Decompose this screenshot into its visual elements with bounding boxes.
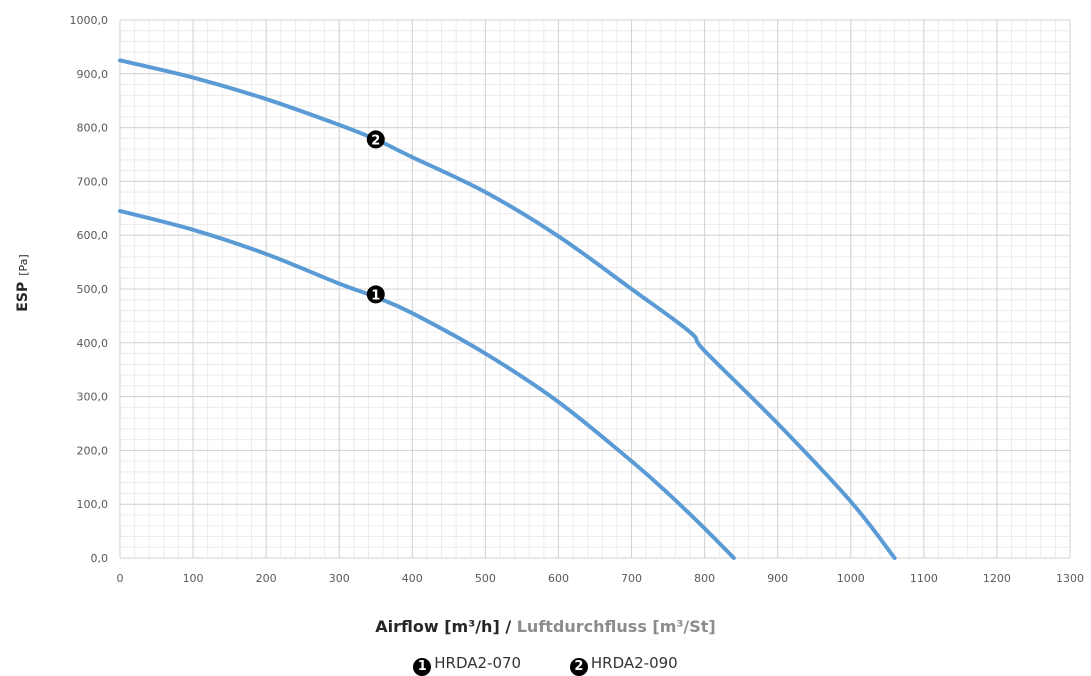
legend: 1 HRDA2-070 2 HRDA2-090 xyxy=(0,654,1091,676)
chart: 0,0 100,0 200,0 300,0 400,0 500,0 600,0 700,0 80… xyxy=(15,14,1085,585)
y-tick-label: 100,0 xyxy=(77,498,109,511)
series-markers: 12 xyxy=(366,130,385,304)
series-line-HRDA2-070 xyxy=(118,208,736,560)
series-marker-1 xyxy=(366,285,385,304)
x-tick-label: 700 xyxy=(621,572,642,585)
x-tick-label: 900 xyxy=(767,572,788,585)
y-tick-label: 800,0 xyxy=(77,122,109,135)
y-tick-label: 400,0 xyxy=(77,337,109,350)
y-tick-label: 300,0 xyxy=(77,391,109,404)
series-marker-label-2: 2 xyxy=(371,133,380,148)
x-tick-label: 300 xyxy=(329,572,350,585)
legend-label-2: HRDA2-090 xyxy=(590,654,678,672)
x-tick-label: 0 xyxy=(117,572,124,585)
y-tick-label: 500,0 xyxy=(77,283,109,296)
legend-label-1: HRDA2-070 xyxy=(434,654,522,672)
series-marker-2 xyxy=(366,130,385,149)
legend-marker-1: 1 xyxy=(413,658,432,676)
x-tick-label: 500 xyxy=(475,572,496,585)
x-tick-label: 1300 xyxy=(1056,572,1084,585)
y-axis-label: ESP[Pa] xyxy=(15,254,31,311)
x-axis-label: Airflow [m³/h] / Luftdurchfluss [m³/St] xyxy=(375,617,716,636)
y-tick-label: 700,0 xyxy=(77,175,109,188)
y-tick-label: 1000,0 xyxy=(70,14,109,27)
legend-marker-2: 2 xyxy=(569,658,588,676)
x-tick-label: 800 xyxy=(694,572,715,585)
y-tick-label: 0,0 xyxy=(91,552,109,565)
x-tick-label: 1000 xyxy=(837,572,865,585)
x-tick-label: 1100 xyxy=(910,572,938,585)
legend-item-2: 2 HRDA2-090 xyxy=(569,654,678,676)
x-tick-label: 600 xyxy=(548,572,569,585)
legend-item-1: 1 HRDA2-070 xyxy=(413,654,521,676)
y-tick-label: 200,0 xyxy=(77,444,109,457)
x-tick-label: 400 xyxy=(402,572,423,585)
series-lines xyxy=(118,58,897,560)
x-tick-label: 1200 xyxy=(983,572,1011,585)
series-line-HRDA2-090 xyxy=(118,58,897,560)
x-axis-ticks: 0 100 200 300 400 500 600 700 800 900 1000 1100 1200… xyxy=(117,572,1085,585)
x-tick-label: 200 xyxy=(256,572,277,585)
x-tick-label: 100 xyxy=(183,572,204,585)
major-grid xyxy=(119,19,1071,559)
y-axis-ticks: 0,0 100,0 200,0 300,0 400,0 500,0 600,0 700,0 80… xyxy=(70,14,109,565)
series-marker-label-1: 1 xyxy=(371,288,380,303)
y-tick-label: 600,0 xyxy=(77,229,109,242)
y-tick-label: 900,0 xyxy=(77,68,109,81)
